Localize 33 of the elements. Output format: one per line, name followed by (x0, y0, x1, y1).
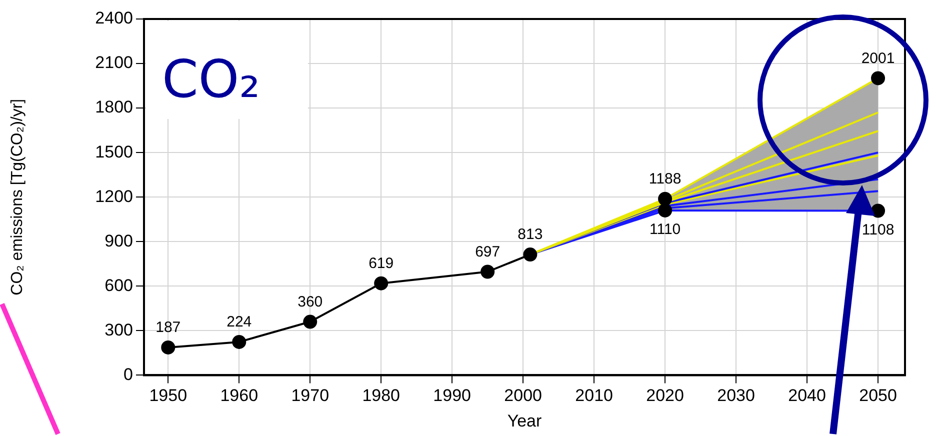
data-label: 224 (226, 314, 252, 331)
data-label: 1188 (648, 170, 682, 188)
y-tick-label: 2400 (95, 8, 133, 28)
data-label: 187 (156, 319, 181, 336)
x-tick-label: 1950 (149, 386, 188, 406)
y-tick-label: 1500 (95, 142, 133, 162)
x-tick-label: 1980 (362, 386, 400, 406)
y-axis-title: CO₂ emissions [Tg(CO₂)/yr] (9, 98, 26, 296)
x-tick-label: 2020 (646, 386, 684, 406)
x-tick-label: 2010 (575, 386, 613, 406)
x-tick-label: 2040 (788, 386, 826, 406)
annotation: CO₂ (162, 50, 260, 110)
y-tick-label: 2100 (95, 53, 133, 72)
y-tick-label: 900 (104, 231, 133, 250)
data-label: 619 (368, 254, 394, 272)
data-label: 1108 (862, 221, 894, 238)
data-label: 2001 (861, 50, 895, 67)
y-tick-label: 1200 (95, 186, 133, 206)
y-tick-label: 300 (104, 320, 133, 340)
x-tick-label: 1960 (220, 386, 258, 406)
y-tick-label: 1800 (95, 98, 133, 117)
x-tick-label: 2000 (504, 386, 542, 406)
x-tick-label: 1990 (433, 386, 472, 406)
y-tick-label: 0 (124, 364, 133, 384)
data-label: 697 (475, 243, 500, 260)
data-label: 813 (518, 226, 543, 244)
data-label: 1110 (649, 221, 681, 238)
data-label: 360 (298, 293, 323, 310)
x-tick-label: 2050 (859, 386, 897, 406)
x-axis-title: Year (507, 411, 542, 430)
x-tick-label: 1970 (291, 386, 330, 406)
y-tick-label: 600 (104, 276, 133, 295)
x-tick-label: 2030 (717, 386, 755, 406)
